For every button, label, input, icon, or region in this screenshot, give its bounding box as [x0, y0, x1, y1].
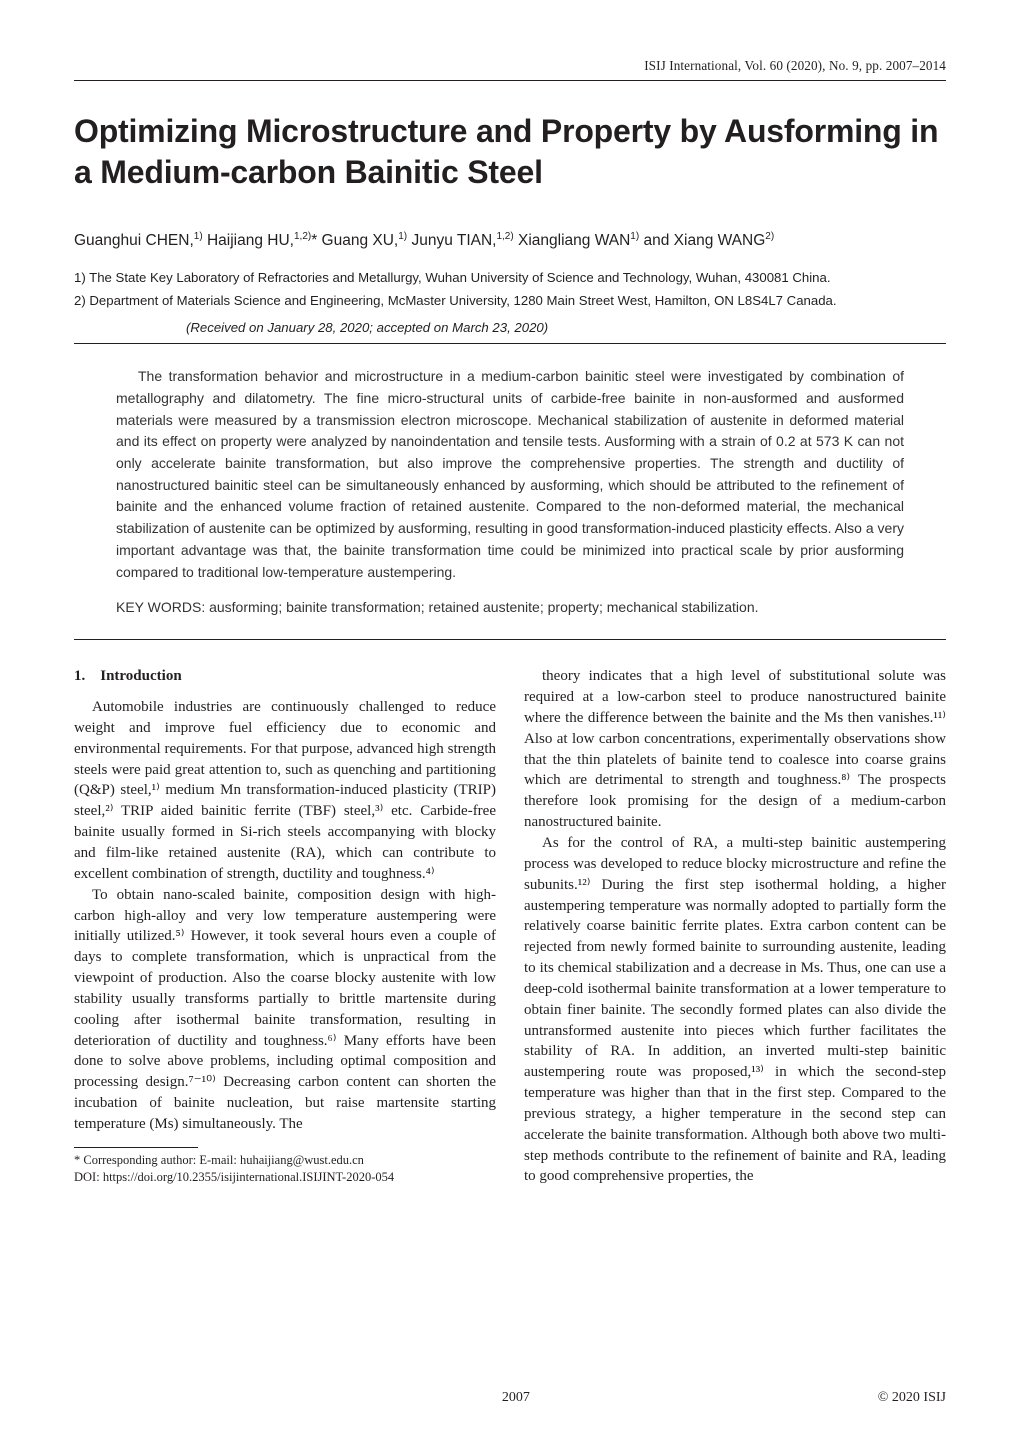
body-paragraph: As for the control of RA, a multi-step b… — [524, 833, 946, 1187]
keywords-line: KEY WORDS: ausforming; bainite transform… — [74, 599, 946, 615]
abstract-block: The transformation behavior and microstr… — [74, 366, 946, 583]
authors-line: Guanghui CHEN,1) Haijiang HU,1,2)* Guang… — [74, 231, 946, 250]
abstract-text: The transformation behavior and microstr… — [116, 366, 904, 583]
footnote-doi: DOI: https://doi.org/10.2355/isijinterna… — [74, 1169, 496, 1186]
page: ISIJ International, Vol. 60 (2020), No. … — [0, 0, 1020, 1442]
body-paragraph: To obtain nano-scaled bainite, compositi… — [74, 885, 496, 1135]
rule-before-abstract — [74, 343, 946, 344]
copyright: © 2020 ISIJ — [878, 1390, 946, 1406]
body-paragraph: theory indicates that a high level of su… — [524, 666, 946, 833]
footnote-corresponding: * Corresponding author: E-mail: huhaijia… — [74, 1152, 496, 1169]
footer-spacer — [74, 1390, 154, 1406]
rule-after-abstract — [74, 639, 946, 640]
article-title: Optimizing Microstructure and Property b… — [74, 111, 946, 193]
body-columns: 1. Introduction Automobile industries ar… — [74, 666, 946, 1187]
running-head: ISIJ International, Vol. 60 (2020), No. … — [74, 58, 946, 74]
body-paragraph: Automobile industries are continuously c… — [74, 697, 496, 885]
affiliation-2: 2) Department of Materials Science and E… — [74, 291, 946, 310]
footnote-rule — [74, 1147, 198, 1148]
received-dates: (Received on January 28, 2020; accepted … — [186, 320, 946, 335]
page-number: 2007 — [154, 1390, 878, 1406]
affiliation-1: 1) The State Key Laboratory of Refractor… — [74, 268, 946, 287]
page-footer: 2007 © 2020 ISIJ — [74, 1390, 946, 1406]
rule-top — [74, 80, 946, 81]
section-heading-introduction: 1. Introduction — [74, 666, 496, 687]
